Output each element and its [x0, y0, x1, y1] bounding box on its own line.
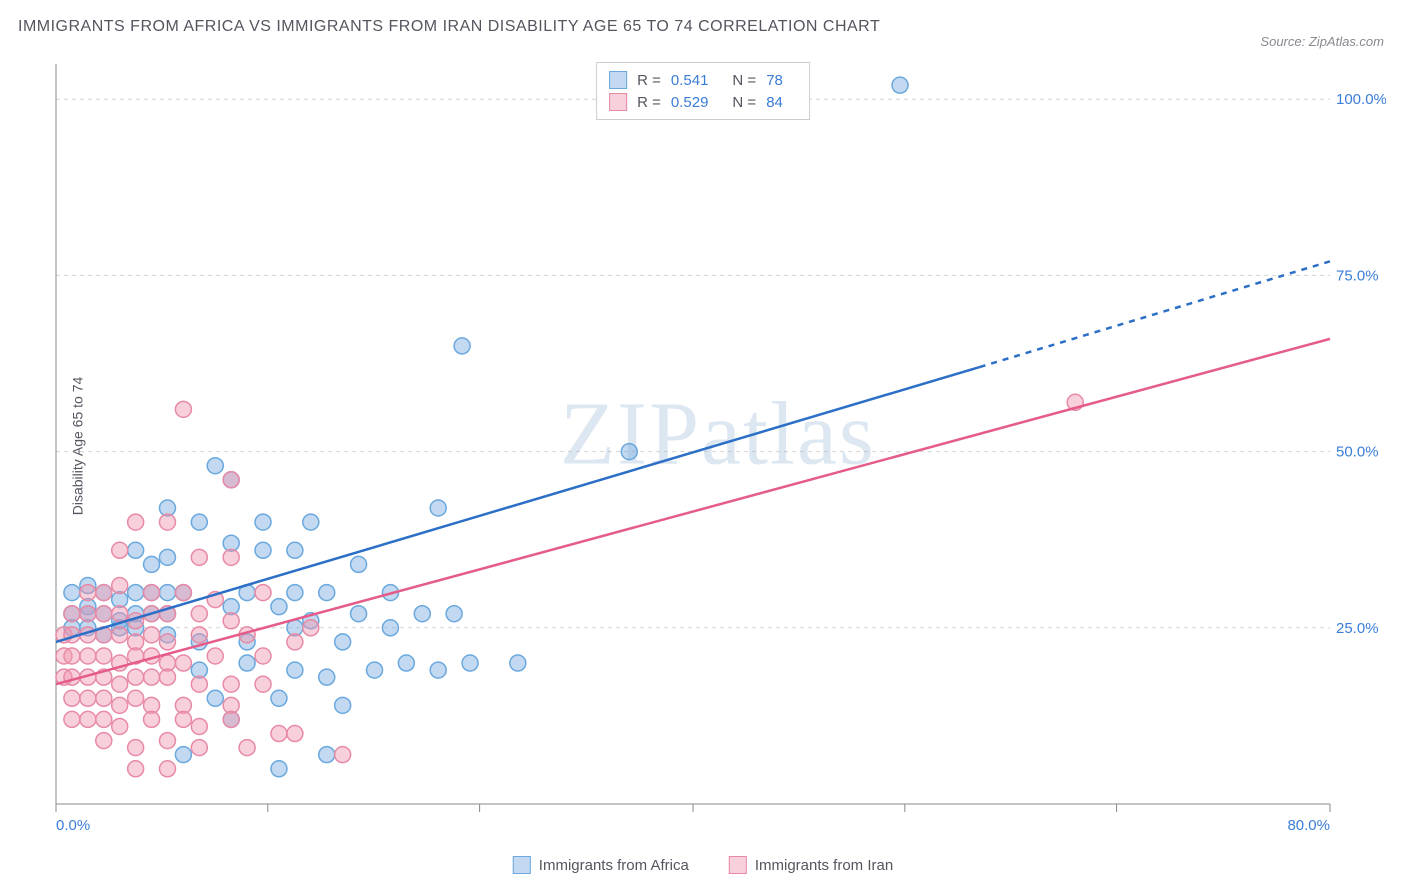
- stat-label-r: R =: [637, 72, 661, 89]
- legend-swatch-iran: [729, 856, 747, 874]
- stat-label-r: R =: [637, 94, 661, 111]
- legend-stats-row: R = 0.529 N = 84: [609, 91, 797, 113]
- legend-swatch-africa: [513, 856, 531, 874]
- stat-label-n: N =: [732, 72, 756, 89]
- stat-value-r: 0.529: [671, 94, 709, 111]
- stat-value-r: 0.541: [671, 72, 709, 89]
- svg-text:80.0%: 80.0%: [1287, 817, 1330, 834]
- legend-item-africa: Immigrants from Africa: [513, 856, 689, 874]
- svg-text:25.0%: 25.0%: [1336, 620, 1379, 637]
- stat-value-n: 84: [766, 94, 783, 111]
- source-label: Source:: [1260, 34, 1305, 49]
- legend-series: Immigrants from Africa Immigrants from I…: [513, 856, 893, 874]
- legend-swatch-iran: [609, 93, 627, 111]
- svg-text:50.0%: 50.0%: [1336, 444, 1379, 461]
- legend-item-iran: Immigrants from Iran: [729, 856, 893, 874]
- stat-value-n: 78: [766, 72, 783, 89]
- svg-text:0.0%: 0.0%: [56, 817, 90, 834]
- source-attribution: Source: ZipAtlas.com: [1260, 34, 1384, 49]
- legend-swatch-africa: [609, 71, 627, 89]
- chart-svg: 25.0% 50.0% 75.0% 100.0% 0.0% 80.0%: [50, 60, 1386, 840]
- legend-stats-row: R = 0.541 N = 78: [609, 69, 797, 91]
- plot-area: ZIPatlas 25.0%50.0%75.0%100.0%0.0%80.0%: [50, 60, 1386, 840]
- legend-label: Immigrants from Iran: [755, 857, 893, 874]
- stat-label-n: N =: [732, 94, 756, 111]
- source-value: ZipAtlas.com: [1309, 34, 1384, 49]
- chart-title: IMMIGRANTS FROM AFRICA VS IMMIGRANTS FRO…: [18, 18, 880, 36]
- svg-text:75.0%: 75.0%: [1336, 267, 1379, 284]
- legend-label: Immigrants from Africa: [539, 857, 689, 874]
- svg-text:100.0%: 100.0%: [1336, 91, 1386, 108]
- legend-stats: R = 0.541 N = 78 R = 0.529 N = 84: [596, 62, 810, 120]
